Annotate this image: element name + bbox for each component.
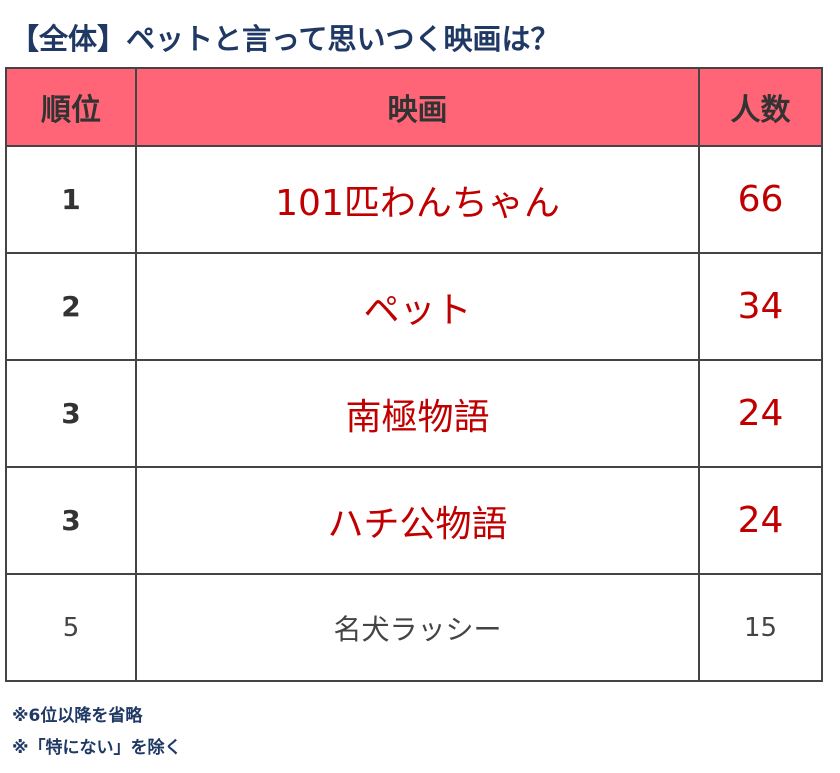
movie-cell: 名犬ラッシー	[135, 573, 700, 682]
count-cell: 15	[698, 573, 823, 682]
footnotes: ※6位以降を省略 ※「特にない」を除く	[12, 700, 182, 764]
table-row: 2 ペット 34	[5, 252, 823, 361]
movie-cell: ハチ公物語	[135, 466, 700, 575]
rank-cell: 3	[5, 359, 137, 468]
rank-cell: 2	[5, 252, 137, 361]
page-title: 【全体】ペットと言って思いつく映画は？	[10, 22, 560, 56]
movie-cell: 101匹わんちゃん	[135, 145, 700, 254]
ranking-table: 順位 映画 人数 1 101匹わんちゃん 66 2 ペット 34 3 南極物語 …	[5, 67, 823, 682]
table-row: 5 名犬ラッシー 15	[5, 573, 823, 682]
movie-cell: ペット	[135, 252, 700, 361]
header-movie: 映画	[135, 67, 700, 147]
count-cell: 24	[698, 359, 823, 468]
table-row: 3 ハチ公物語 24	[5, 466, 823, 575]
table-row: 3 南極物語 24	[5, 359, 823, 468]
movie-cell: 南極物語	[135, 359, 700, 468]
table-header-row: 順位 映画 人数	[5, 67, 823, 147]
rank-cell: 5	[5, 573, 137, 682]
count-cell: 24	[698, 466, 823, 575]
footnote: ※6位以降を省略	[12, 706, 143, 726]
rank-cell: 3	[5, 466, 137, 575]
count-cell: 34	[698, 252, 823, 361]
rank-cell: 1	[5, 145, 137, 254]
footnote: ※「特にない」を除く	[12, 738, 182, 758]
header-count: 人数	[698, 67, 823, 147]
table-row: 1 101匹わんちゃん 66	[5, 145, 823, 254]
header-rank: 順位	[5, 67, 137, 147]
count-cell: 66	[698, 145, 823, 254]
